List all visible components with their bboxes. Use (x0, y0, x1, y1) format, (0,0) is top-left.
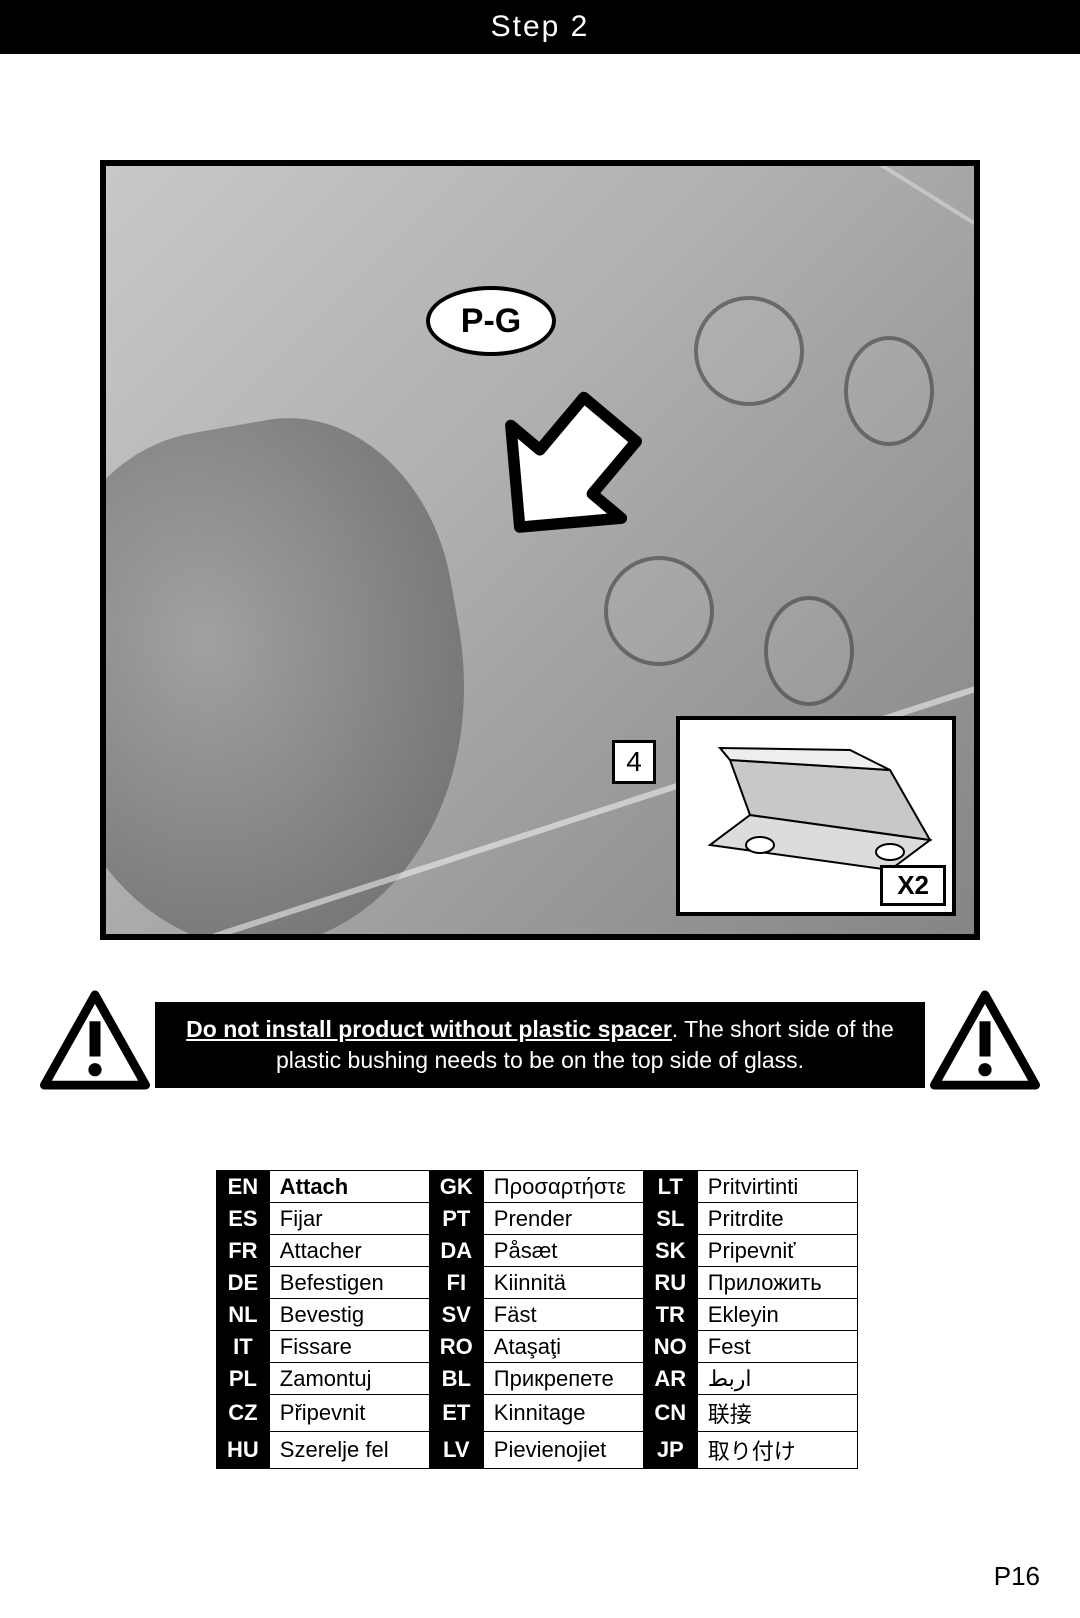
page-number-text: P16 (994, 1561, 1040, 1591)
lang-code: PL (217, 1363, 270, 1395)
table-row: NLBevestigSVFästTREkleyin (217, 1299, 858, 1331)
quantity-text: X2 (897, 870, 929, 900)
lang-code: HU (217, 1432, 270, 1469)
page-number: P16 (994, 1561, 1040, 1592)
lang-code: FI (429, 1267, 483, 1299)
table-row: ENAttachGKΠροσαρτήστεLTPritvirtinti (217, 1171, 858, 1203)
lang-code: SV (429, 1299, 483, 1331)
lang-term: Zamontuj (269, 1363, 429, 1395)
inset-index: 4 (626, 746, 642, 777)
lang-code: NO (643, 1331, 697, 1363)
part-inset: X2 (676, 716, 956, 916)
part-label: P-G (426, 286, 556, 356)
lang-term: Attach (269, 1171, 429, 1203)
lang-code: SK (643, 1235, 697, 1267)
lang-code: AR (643, 1363, 697, 1395)
warning-row: Do not install product without plastic s… (40, 990, 1040, 1100)
lang-term: Bevestig (269, 1299, 429, 1331)
lang-term: Прикрепете (483, 1363, 643, 1395)
lang-term: Pievienojiet (483, 1432, 643, 1469)
lang-term: Befestigen (269, 1267, 429, 1299)
translation-table: ENAttachGKΠροσαρτήστεLTPritvirtintiESFij… (216, 1170, 858, 1469)
lang-code: CZ (217, 1395, 270, 1432)
warning-triangle-icon (930, 990, 1040, 1090)
lang-term: Attacher (269, 1235, 429, 1267)
lang-term: Pritrdite (697, 1203, 857, 1235)
spacer-hole (604, 556, 714, 666)
lang-term: Fijar (269, 1203, 429, 1235)
lang-term: Prender (483, 1203, 643, 1235)
lang-code: IT (217, 1331, 270, 1363)
warning-triangle-icon (40, 990, 150, 1090)
lang-code: ET (429, 1395, 483, 1432)
lang-code: PT (429, 1203, 483, 1235)
lang-term: Kinnitage (483, 1395, 643, 1432)
lang-code: RO (429, 1331, 483, 1363)
part-inset-drawing (690, 730, 950, 880)
step-banner: Step 2 (0, 0, 1080, 54)
main-illustration: P-G 4 X2 (100, 160, 980, 940)
lang-code: SL (643, 1203, 697, 1235)
lang-code: JP (643, 1432, 697, 1469)
lang-term: Kiinnitä (483, 1267, 643, 1299)
table-row: ESFijarPTPrenderSLPritrdite (217, 1203, 858, 1235)
lang-code: TR (643, 1299, 697, 1331)
part-label-text: P-G (461, 302, 521, 340)
lang-term: 取り付け (697, 1432, 857, 1469)
table-row: FRAttacherDAPåsætSKPripevniť (217, 1235, 858, 1267)
lang-term: Приложить (697, 1267, 857, 1299)
spacer-hole (694, 296, 804, 406)
lang-term: اربط (697, 1363, 857, 1395)
inset-index-badge: 4 (612, 740, 656, 784)
lang-code: CN (643, 1395, 697, 1432)
lang-term: Fäst (483, 1299, 643, 1331)
lang-code: LV (429, 1432, 483, 1469)
table-row: DEBefestigenFIKiinnitäRUПриложить (217, 1267, 858, 1299)
table-row: HUSzerelje felLVPievienojietJP取り付け (217, 1432, 858, 1469)
lang-code: BL (429, 1363, 483, 1395)
lang-code: NL (217, 1299, 270, 1331)
lang-term: Ekleyin (697, 1299, 857, 1331)
spacer-hole (764, 596, 854, 706)
table-row: PLZamontujBLПрикрепетеARاربط (217, 1363, 858, 1395)
step-title: Step 2 (491, 10, 590, 43)
lang-term: Připevnit (269, 1395, 429, 1432)
spacer-hole (844, 336, 934, 446)
lang-code: GK (429, 1171, 483, 1203)
lang-term: Προσαρτήστε (483, 1171, 643, 1203)
lang-term: 联接 (697, 1395, 857, 1432)
warning-underline: Do not install product without plastic s… (186, 1016, 672, 1042)
lang-code: ES (217, 1203, 270, 1235)
lang-term: Fest (697, 1331, 857, 1363)
lang-code: EN (217, 1171, 270, 1203)
lang-code: FR (217, 1235, 270, 1267)
lang-code: RU (643, 1267, 697, 1299)
table-row: CZPřipevnitETKinnitageCN联接 (217, 1395, 858, 1432)
lang-term: Fissare (269, 1331, 429, 1363)
lang-term: Påsæt (483, 1235, 643, 1267)
lang-term: Pritvirtinti (697, 1171, 857, 1203)
table-row: ITFissareROAtaşaţiNOFest (217, 1331, 858, 1363)
lang-term: Ataşaţi (483, 1331, 643, 1363)
warning-text: Do not install product without plastic s… (155, 1002, 925, 1088)
lang-code: DA (429, 1235, 483, 1267)
lang-term: Szerelje fel (269, 1432, 429, 1469)
lang-code: LT (643, 1171, 697, 1203)
direction-arrow-icon (476, 371, 666, 561)
lang-code: DE (217, 1267, 270, 1299)
lang-term: Pripevniť (697, 1235, 857, 1267)
quantity-badge: X2 (880, 865, 946, 906)
